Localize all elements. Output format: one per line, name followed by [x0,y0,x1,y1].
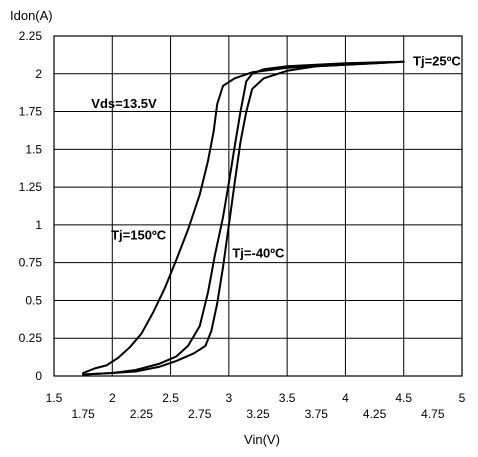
y-tick-label: 1.75 [19,105,43,119]
series-line-3 [82,60,405,376]
x-tick-label: 4.25 [363,407,387,421]
x-tick-label: 3.25 [246,407,270,421]
annotation-label: Tj=-40ºC [232,246,285,261]
annotations: Vds=13.5V Tj=150ºC Tj=-40ºC Tj=25ºC [91,54,461,261]
x-tick-label: 5 [459,391,466,405]
x-axis-title: Vin(V) [244,432,280,447]
y-axis-title: Idon(A) [10,8,53,23]
y-tick-label: 2 [35,67,42,81]
x-tick-label: 2.25 [130,407,154,421]
x-tick-label: 3.75 [305,407,329,421]
y-tick-label: 1.5 [25,142,42,156]
x-tick-label: 2.5 [162,391,179,405]
y-tick-label: 0.75 [19,256,43,270]
annotation-label: Tj=25ºC [413,54,461,69]
x-tick-label: 4 [342,391,349,405]
series-line-1 [82,60,405,374]
y-tick-label: 0 [35,369,42,383]
x-tick-label: 4.5 [395,391,412,405]
grid [53,35,463,377]
plot-frame [53,35,463,377]
y-tick-label: 1.25 [19,180,43,194]
series-lines [82,60,405,376]
x-tick-labels: 1.5 2 2.5 3 3.5 4 4.5 5 1.75 2.25 2.75 3.25 3.75 4.25… [46,391,466,421]
y-tick-labels: 0 0.25 0.5 0.75 1 1.25 1.5 1.75 2 2.25 [19,29,43,383]
annotation-label: Tj=150ºC [111,227,167,242]
x-tick-label: 1.75 [71,407,95,421]
series-line-2 [82,60,405,376]
x-tick-label: 1.5 [46,391,63,405]
x-tick-label: 4.75 [421,407,445,421]
x-tick-label: 3 [226,391,233,405]
y-tick-label: 2.25 [19,29,43,43]
y-tick-label: 1 [35,218,42,232]
x-tick-label: 2.75 [188,407,212,421]
x-tick-label: 2 [109,391,116,405]
y-tick-label: 0.5 [25,293,42,307]
x-tick-label: 3.5 [279,391,296,405]
y-tick-label: 0.25 [19,331,43,345]
annotation-label: Vds=13.5V [91,96,157,111]
